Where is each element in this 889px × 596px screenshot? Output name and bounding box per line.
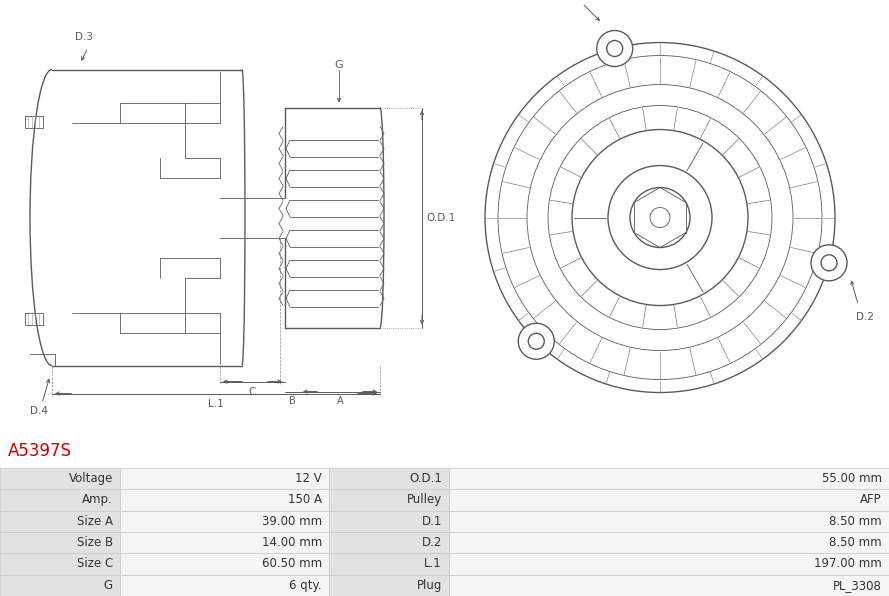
Bar bbox=[120, 489, 329, 511]
Bar bbox=[449, 511, 889, 532]
Text: L.1: L.1 bbox=[208, 399, 224, 408]
Text: 60.50 mm: 60.50 mm bbox=[261, 557, 322, 570]
Text: D.1: D.1 bbox=[421, 515, 442, 527]
Text: 8.50 mm: 8.50 mm bbox=[829, 536, 882, 549]
Text: Size A: Size A bbox=[77, 515, 113, 527]
Text: Size C: Size C bbox=[76, 557, 113, 570]
Text: D.2: D.2 bbox=[856, 312, 875, 322]
Bar bbox=[329, 489, 449, 511]
Text: O.D.1: O.D.1 bbox=[426, 213, 455, 222]
Text: 150 A: 150 A bbox=[288, 493, 322, 507]
Bar bbox=[0, 468, 120, 489]
Text: Plug: Plug bbox=[416, 579, 442, 592]
Bar bbox=[449, 575, 889, 596]
Bar bbox=[329, 468, 449, 489]
Bar bbox=[120, 553, 329, 575]
Text: 14.00 mm: 14.00 mm bbox=[261, 536, 322, 549]
Bar bbox=[0, 575, 120, 596]
Text: 55.00 mm: 55.00 mm bbox=[822, 472, 882, 485]
Text: 6 qty.: 6 qty. bbox=[289, 579, 322, 592]
Bar bbox=[329, 532, 449, 553]
Text: AFP: AFP bbox=[861, 493, 882, 507]
Text: G: G bbox=[334, 60, 343, 70]
Text: A: A bbox=[337, 396, 343, 405]
Bar bbox=[0, 511, 120, 532]
Text: B: B bbox=[289, 396, 296, 405]
Bar bbox=[329, 511, 449, 532]
Text: 39.00 mm: 39.00 mm bbox=[261, 515, 322, 527]
Text: Voltage: Voltage bbox=[68, 472, 113, 485]
Bar bbox=[329, 575, 449, 596]
Text: A5397S: A5397S bbox=[8, 442, 72, 461]
Text: 12 V: 12 V bbox=[295, 472, 322, 485]
Bar bbox=[0, 553, 120, 575]
Text: 8.50 mm: 8.50 mm bbox=[829, 515, 882, 527]
Bar bbox=[329, 553, 449, 575]
Bar bbox=[120, 511, 329, 532]
Bar bbox=[120, 575, 329, 596]
Circle shape bbox=[597, 30, 633, 67]
Text: D.4: D.4 bbox=[30, 405, 48, 415]
Text: D.2: D.2 bbox=[421, 536, 442, 549]
Bar bbox=[449, 489, 889, 511]
Text: Amp.: Amp. bbox=[82, 493, 113, 507]
Bar bbox=[0, 532, 120, 553]
Text: D.3: D.3 bbox=[75, 32, 93, 42]
Text: C: C bbox=[249, 387, 256, 396]
Circle shape bbox=[518, 323, 554, 359]
Text: Size B: Size B bbox=[76, 536, 113, 549]
Text: L.1: L.1 bbox=[424, 557, 442, 570]
Bar bbox=[449, 532, 889, 553]
Bar bbox=[120, 468, 329, 489]
Bar bbox=[449, 468, 889, 489]
Text: G: G bbox=[104, 579, 113, 592]
Text: PL_3308: PL_3308 bbox=[833, 579, 882, 592]
Text: 197.00 mm: 197.00 mm bbox=[814, 557, 882, 570]
Bar bbox=[120, 532, 329, 553]
Text: Pulley: Pulley bbox=[406, 493, 442, 507]
Bar bbox=[449, 553, 889, 575]
Circle shape bbox=[811, 245, 847, 281]
Bar bbox=[0, 489, 120, 511]
Text: O.D.1: O.D.1 bbox=[409, 472, 442, 485]
